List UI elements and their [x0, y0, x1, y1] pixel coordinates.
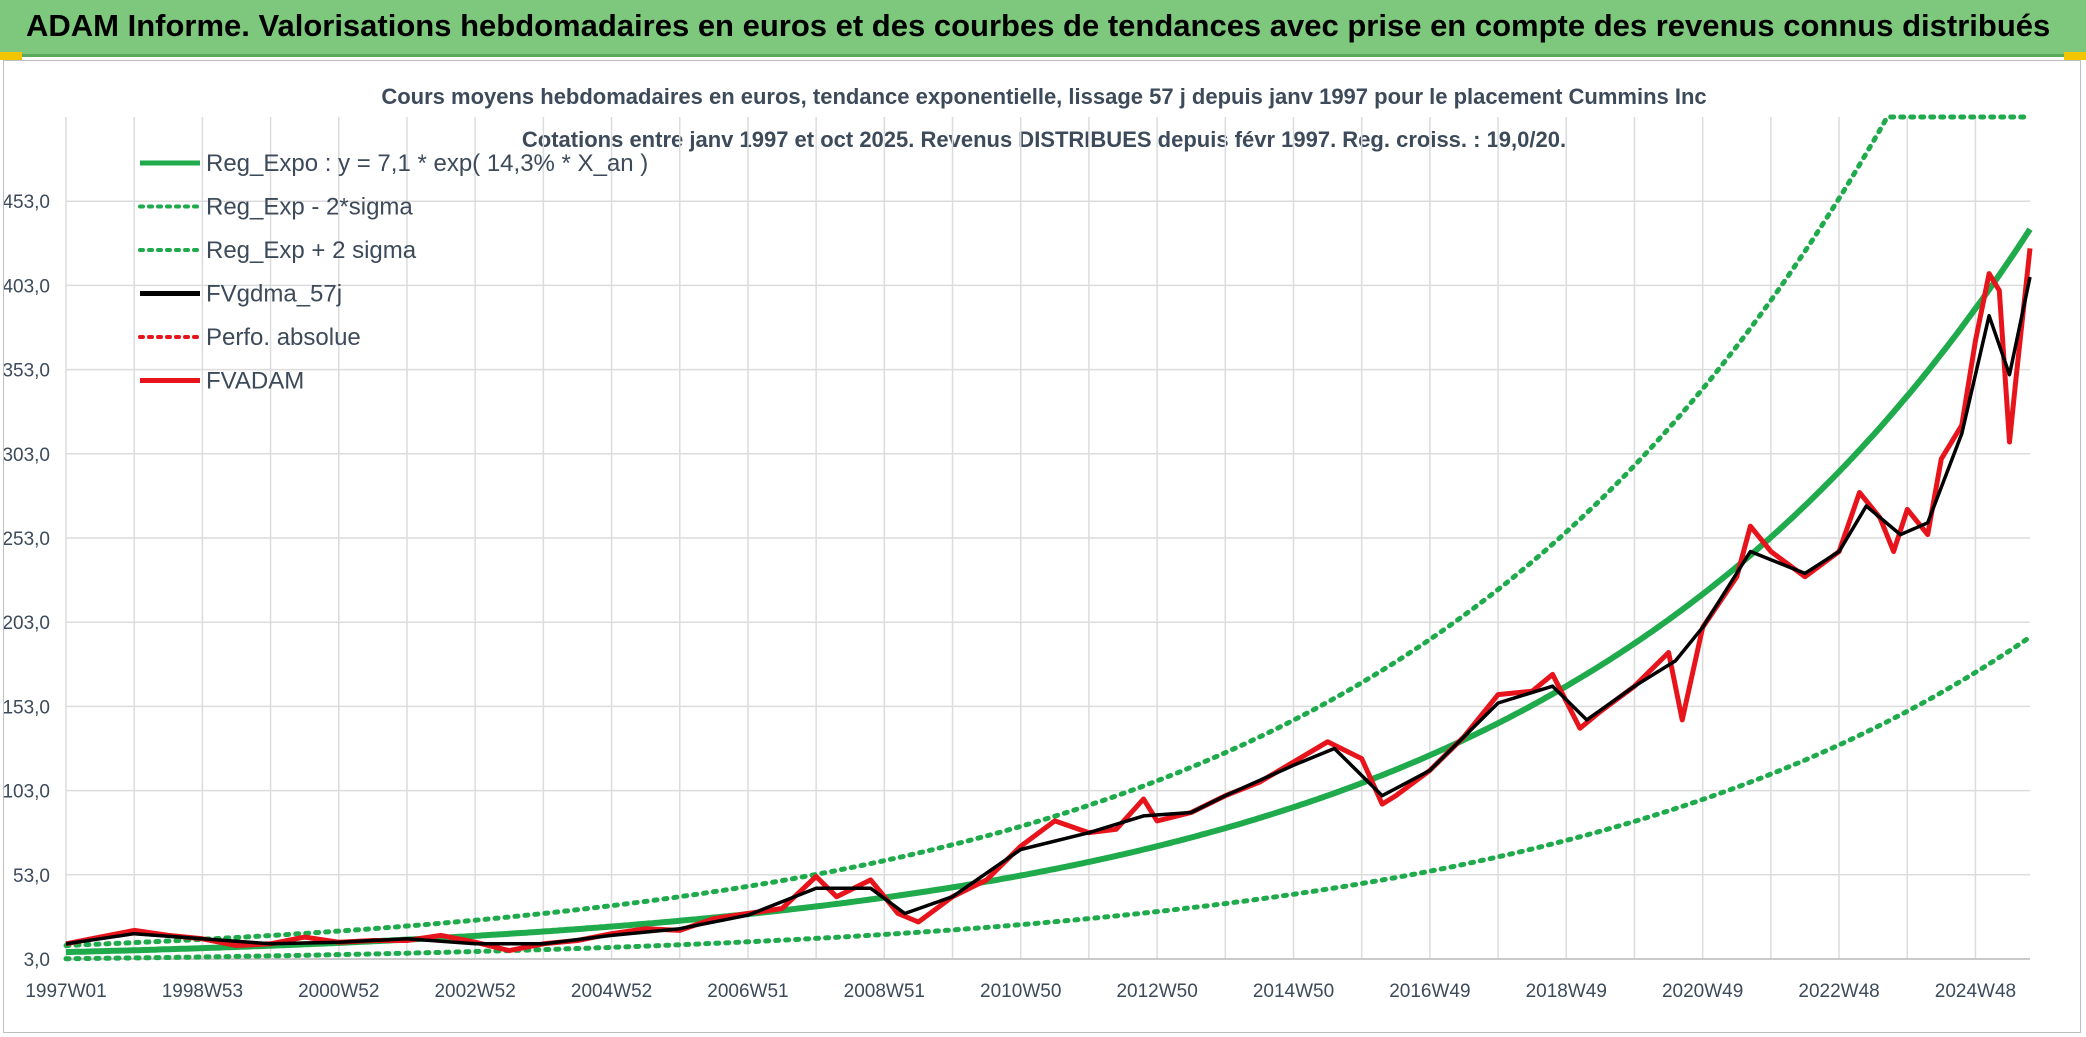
- corner-accent-right: [2064, 52, 2086, 60]
- legend-label: Perfo. absolue: [206, 324, 361, 351]
- legend-label: Reg_Exp - 2*sigma: [206, 194, 413, 221]
- chart-panel: Cours moyens hebdomadaires en euros, ten…: [3, 60, 2081, 1033]
- y-tick-label: 3,0: [24, 950, 50, 971]
- y-axis: 3,0 53,0 103,0 153,0 203,0 253,0 303,0 353,0 403…: [4, 192, 50, 971]
- x-tick-label: 2010W50: [980, 981, 1061, 1002]
- x-tick-label: 2012W50: [1116, 981, 1197, 1002]
- x-tick-label: 2006W51: [707, 981, 788, 1002]
- y-tick-label: 53,0: [13, 866, 50, 887]
- x-tick-label: 1997W01: [25, 981, 106, 1002]
- y-tick-label: 353,0: [4, 361, 50, 382]
- chart-title: Cours moyens hebdomadaires en euros, ten…: [381, 84, 1706, 109]
- x-tick-label: 2024W48: [1935, 981, 2016, 1002]
- chart-legend: Reg_Expo : y = 7,1 * exp( 14,3% * X_an )…: [138, 150, 648, 395]
- y-tick-label: 103,0: [4, 782, 50, 803]
- y-tick-label: 203,0: [4, 613, 50, 634]
- x-axis: 1997W01 1998W53 2000W52 2002W52 2004W52 2006W…: [25, 981, 2016, 1002]
- y-tick-label: 403,0: [4, 276, 50, 297]
- legend-label: Reg_Exp + 2 sigma: [206, 237, 417, 264]
- y-tick-label: 253,0: [4, 529, 50, 550]
- legend-label: FVADAM: [206, 368, 304, 395]
- plot-area: [63, 114, 2033, 962]
- line-chart: Cours moyens hebdomadaires en euros, ten…: [4, 84, 2033, 1002]
- x-tick-label: 1998W53: [162, 981, 243, 1002]
- series-line-fvadam: [65, 248, 2033, 954]
- x-tick-label: 2022W48: [1798, 981, 1879, 1002]
- x-tick-label: 2016W49: [1389, 981, 1470, 1002]
- x-tick-label: 2002W52: [434, 981, 515, 1002]
- y-tick-label: 153,0: [4, 697, 50, 718]
- report-banner: ADAM Informe. Valorisations hebdomadaire…: [0, 0, 2086, 57]
- y-tick-label: 303,0: [4, 445, 50, 466]
- x-tick-label: 2020W49: [1662, 981, 1743, 1002]
- chart-subtitle: Cotations entre janv 1997 et oct 2025. R…: [522, 127, 1566, 152]
- x-tick-label: 2004W52: [571, 981, 652, 1002]
- x-tick-label: 2008W51: [844, 981, 925, 1002]
- legend-label: Reg_Expo : y = 7,1 * exp( 14,3% * X_an ): [206, 150, 648, 177]
- chart-grid: [65, 117, 2030, 960]
- x-tick-label: 2018W49: [1526, 981, 1607, 1002]
- x-tick-label: 2000W52: [298, 981, 379, 1002]
- report-title: ADAM Informe. Valorisations hebdomadaire…: [26, 8, 2051, 43]
- reg-plus-2-sigma-line: [63, 114, 2033, 948]
- y-tick-label: 453,0: [4, 192, 50, 213]
- series-line-fvgdma_57j: [65, 276, 2032, 946]
- reg-minus-2-sigma-line: [63, 634, 2033, 962]
- corner-accent-left: [0, 52, 22, 60]
- legend-label: FVgdma_57j: [206, 281, 342, 308]
- x-tick-label: 2014W50: [1253, 981, 1334, 1002]
